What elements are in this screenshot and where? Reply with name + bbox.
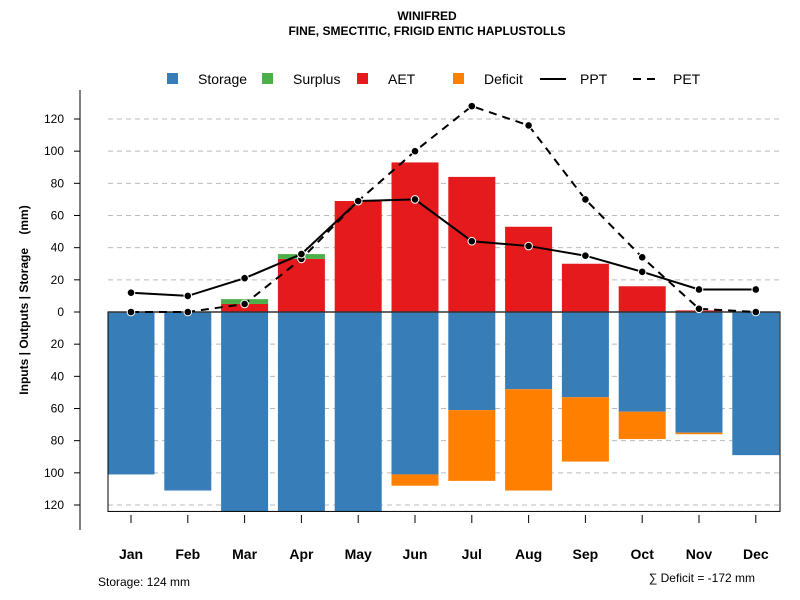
storage-legend-label: Storage [198, 71, 247, 87]
x-tick-label: Mar [232, 546, 257, 562]
aet-bar [505, 226, 553, 312]
y-tick-label: 120 [44, 498, 64, 512]
surplus-legend-label: Surplus [293, 71, 340, 87]
y-tick-label: 40 [51, 241, 65, 255]
pet-point [637, 253, 647, 262]
storage-bar [107, 312, 155, 475]
storage-bar [505, 312, 553, 390]
pet-point [240, 299, 249, 309]
aet-legend-swatch [357, 73, 368, 84]
pet-point [410, 146, 420, 156]
aet-legend-label: AET [388, 71, 416, 87]
x-tick-label: Jun [403, 546, 428, 562]
deficit-bar [675, 432, 723, 435]
y-tick-label: 80 [51, 176, 65, 190]
ppt-point [581, 251, 590, 261]
aet-bar [277, 258, 325, 312]
x-tick-label: Jan [119, 546, 143, 562]
storage-bar [221, 312, 269, 512]
y-tick-label: 0 [57, 305, 64, 319]
aet-bar [391, 162, 439, 312]
aet-bar [618, 286, 666, 312]
storage-bar [391, 312, 439, 475]
storage-bar [277, 312, 325, 512]
x-tick-label: Dec [743, 546, 769, 562]
x-tick-label: May [345, 546, 372, 562]
storage-bar [732, 312, 780, 456]
ppt-point [410, 195, 420, 204]
y-tick-label: 100 [44, 466, 64, 480]
storage-bar [675, 312, 723, 433]
ppt-point [467, 236, 477, 246]
ppt-point [524, 241, 533, 251]
y-tick-label: 60 [51, 209, 65, 223]
y-tick-label: 60 [51, 402, 65, 416]
pet-point [694, 304, 704, 314]
x-tick-label: Oct [631, 546, 655, 562]
y-axis-label: Inputs | Outputs | Storage (mm) [17, 205, 31, 394]
ppt-point [694, 285, 704, 294]
pet-line [131, 105, 756, 313]
deficit-bar [561, 397, 609, 462]
ppt-point [297, 249, 306, 259]
pet-point [524, 121, 533, 130]
surplus-legend-swatch [262, 73, 273, 84]
ppt-line [130, 198, 756, 297]
deficit-bar [618, 411, 666, 440]
x-tick-label: Sep [573, 546, 599, 562]
deficit-bar [448, 410, 496, 481]
ppt-legend-label: PPT [580, 71, 608, 87]
storage-bar [334, 312, 382, 512]
ppt-point [240, 273, 249, 283]
deficit-legend-label: Deficit [484, 71, 523, 87]
ppt-point [751, 285, 761, 294]
x-tick-label: Aug [515, 546, 542, 562]
x-tick-label: Feb [175, 546, 200, 562]
x-tick-label: Jul [462, 546, 482, 562]
storage-annotation: Storage: 124 mm [98, 575, 190, 589]
ppt-point [637, 267, 647, 277]
storage-bar [618, 312, 666, 412]
y-tick-label: 120 [44, 112, 64, 126]
aet-bar [561, 263, 609, 312]
x-tick-label: Apr [289, 546, 314, 562]
pet-point [581, 195, 590, 204]
y-tick-label: 100 [44, 144, 64, 158]
x-tick-label: Nov [686, 546, 713, 562]
pet-point [467, 101, 477, 111]
storage-bar [561, 312, 609, 398]
storage-legend-swatch [167, 73, 178, 84]
storage-bar [448, 312, 496, 411]
y-tick-label: 20 [51, 273, 65, 287]
pet-legend-label: PET [673, 71, 701, 87]
deficit-legend-swatch [453, 73, 464, 84]
deficit-annotation: ∑ Deficit = -172 mm [649, 571, 755, 585]
deficit-bar [505, 389, 553, 491]
aet-bar [334, 201, 382, 312]
ppt-point [183, 291, 193, 301]
ppt-point [126, 288, 136, 298]
y-tick-label: 20 [51, 337, 65, 351]
chart-subtitle: FINE, SMECTITIC, FRIGID ENTIC HAPLUSTOLL… [288, 24, 565, 38]
pet-point [183, 307, 193, 317]
chart-title: WINIFRED [397, 9, 457, 23]
y-tick-label: 40 [51, 369, 65, 383]
ppt-point [353, 196, 363, 206]
storage-bar [164, 312, 212, 491]
pet-point [126, 307, 136, 317]
y-tick-label: 80 [51, 434, 65, 448]
pet-point [751, 307, 761, 317]
deficit-bar [391, 474, 439, 486]
